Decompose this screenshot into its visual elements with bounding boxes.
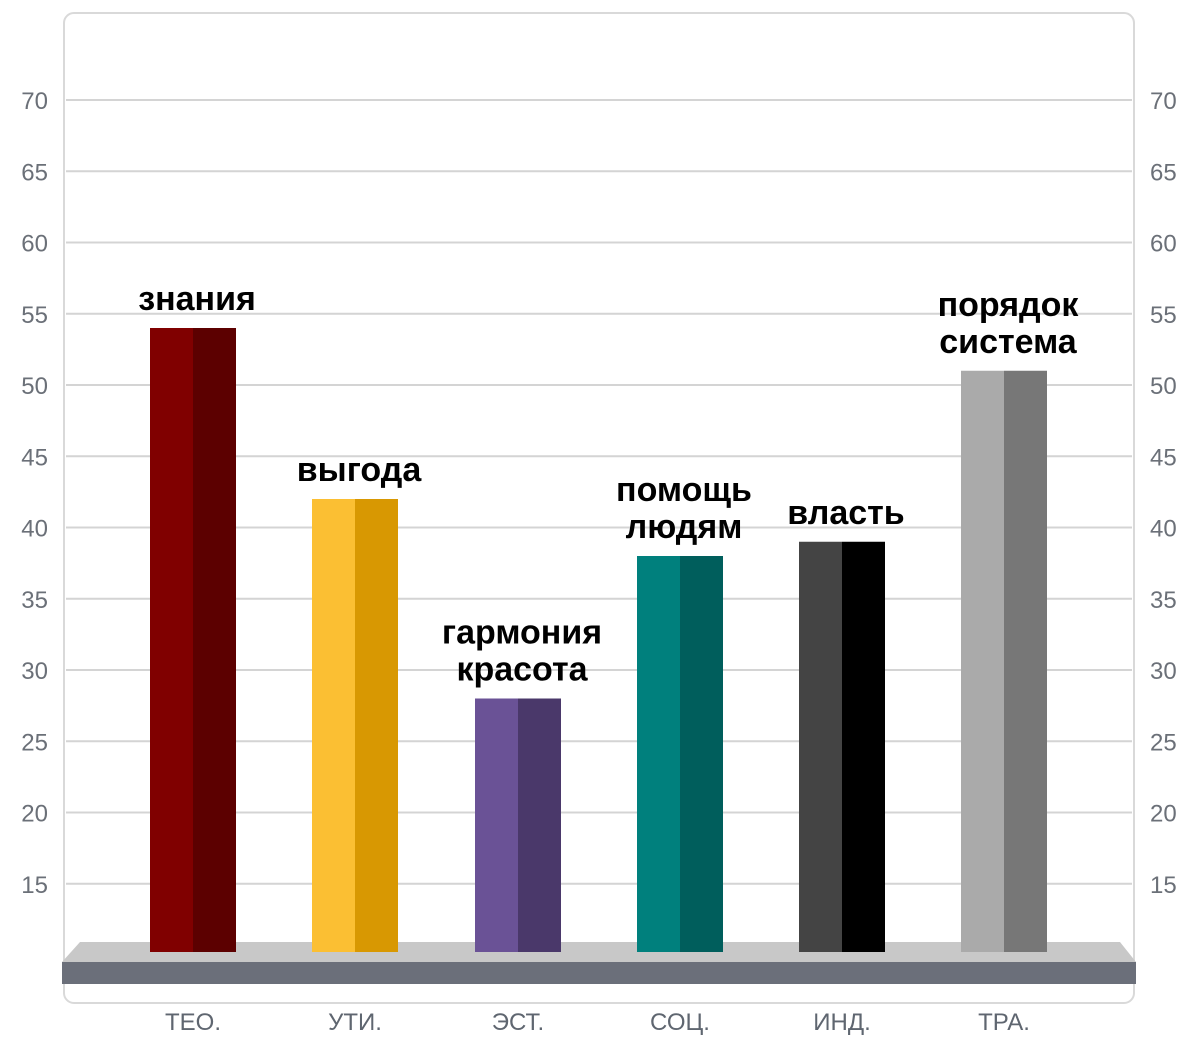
y-axis-left: 15 20 25 30 35 40 45 50 55 60 65 70 <box>21 88 48 899</box>
y-axis-right: 15 20 25 30 35 40 45 50 55 60 65 70 <box>1150 88 1177 899</box>
x-category-label: УТИ. <box>328 1009 382 1036</box>
gridlines <box>66 99 1132 885</box>
x-category-label: ТРА. <box>978 1009 1030 1036</box>
bar-annotation-label: людям <box>626 508 743 546</box>
y-tick-label-right: 35 <box>1150 587 1177 614</box>
y-tick-label-right: 25 <box>1150 729 1177 756</box>
bar-side <box>193 328 236 952</box>
y-tick-label-left: 55 <box>21 302 48 329</box>
y-tick-label-right: 15 <box>1150 872 1177 899</box>
bar-side <box>680 556 723 952</box>
y-tick-label-left: 30 <box>21 658 48 685</box>
x-category-label: СОЦ. <box>650 1009 710 1036</box>
y-tick-label-right: 40 <box>1150 516 1177 543</box>
bar-annotation-label: выгода <box>297 451 423 489</box>
y-tick-label-left: 40 <box>21 516 48 543</box>
y-tick-label-left: 45 <box>21 444 48 471</box>
bars <box>150 328 1047 952</box>
y-tick-label-left: 50 <box>21 373 48 400</box>
bar-side <box>355 499 398 952</box>
y-tick-label-left: 35 <box>21 587 48 614</box>
x-category-label: ТЕО. <box>165 1009 221 1036</box>
y-tick-label-right: 50 <box>1150 373 1177 400</box>
bar-front <box>312 499 355 952</box>
y-tick-label-right: 30 <box>1150 658 1177 685</box>
x-category-label: ИНД. <box>813 1009 871 1036</box>
y-tick-label-left: 15 <box>21 872 48 899</box>
x-axis-categories: ТЕО. УТИ. ЭСТ. СОЦ. ИНД. ТРА. <box>165 1009 1030 1036</box>
bar-annotation-label: система <box>939 323 1078 361</box>
bar-side <box>842 541 885 952</box>
bar-annotation-label: знания <box>138 280 256 318</box>
bar-annotation-label: власть <box>787 494 904 532</box>
bar-annotation-label: помощь <box>616 471 752 509</box>
bar-front <box>475 698 518 952</box>
bar-front <box>150 328 193 952</box>
y-tick-label-right: 70 <box>1150 88 1177 115</box>
y-tick-label-right: 45 <box>1150 444 1177 471</box>
bar-front <box>961 370 1004 952</box>
bar-side <box>518 698 561 952</box>
y-tick-label-left: 20 <box>21 801 48 828</box>
chart-floor-front <box>62 962 1136 984</box>
bar-annotation-label: гармония <box>442 614 602 652</box>
y-tick-label-left: 25 <box>21 729 48 756</box>
y-tick-label-right: 65 <box>1150 159 1177 186</box>
y-tick-label-left: 70 <box>21 88 48 115</box>
y-tick-label-left: 65 <box>21 159 48 186</box>
x-category-label: ЭСТ. <box>492 1009 544 1036</box>
bar-front <box>799 541 842 952</box>
y-tick-label-right: 20 <box>1150 801 1177 828</box>
y-tick-label-right: 60 <box>1150 231 1177 258</box>
y-tick-label-right: 55 <box>1150 302 1177 329</box>
bar-annotation-label: порядок <box>938 286 1080 324</box>
y-tick-label-left: 60 <box>21 231 48 258</box>
bar-annotation-label: красота <box>456 651 588 689</box>
bar-front <box>637 556 680 952</box>
bar-side <box>1004 370 1047 952</box>
